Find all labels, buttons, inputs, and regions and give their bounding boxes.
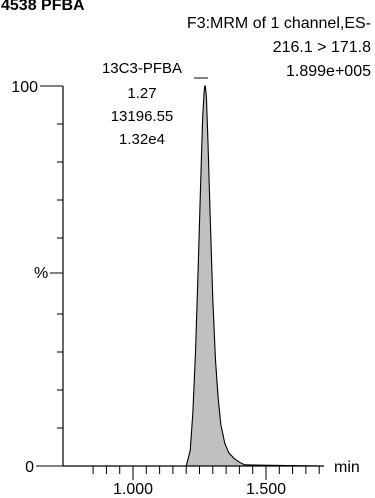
x-tick-label-1500: 1.500 xyxy=(246,481,286,498)
peak-label-name: 13C3-PFBA xyxy=(102,60,182,77)
peak-area xyxy=(186,86,245,466)
chart-title: 4538 PFBA xyxy=(1,0,85,14)
x-tick-label-1000: 1.000 xyxy=(113,481,153,498)
header-line-1: F3:MRM of 1 channel,ES- xyxy=(187,15,371,32)
peak-label-height: 1.32e4 xyxy=(119,131,165,148)
peak-label-area: 13196.55 xyxy=(111,108,174,125)
x-axis-label: min xyxy=(334,459,360,476)
y-axis-label: % xyxy=(34,265,48,282)
y-minor-ticks xyxy=(57,123,63,429)
x-ticks xyxy=(92,466,320,480)
chromatogram-trace xyxy=(79,85,325,467)
y-tick-label-0: 0 xyxy=(25,459,34,476)
header-line-3: 1.899e+005 xyxy=(286,63,371,80)
y-tick-label-100: 100 xyxy=(11,79,38,96)
header-line-2: 216.1 > 171.8 xyxy=(273,39,371,56)
peak-label-rt: 1.27 xyxy=(127,85,156,102)
